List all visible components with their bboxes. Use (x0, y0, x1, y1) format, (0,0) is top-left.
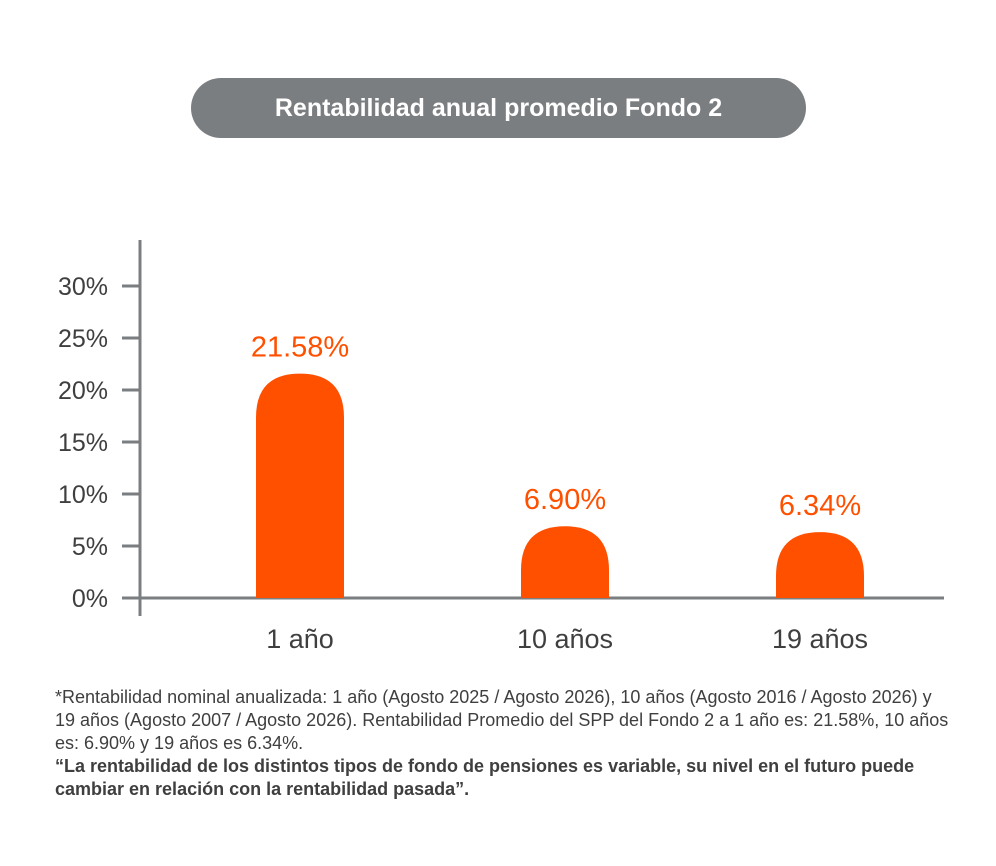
bar-value-label: 6.34% (779, 490, 861, 522)
bar-chart: 0% 5% 10% 15% 20% 25% 30% 21.58% 1 año 6.90% 10 añ… (58, 240, 944, 654)
x-tick-label: 19 años (772, 624, 868, 654)
y-tick-label: 15% (58, 429, 108, 457)
y-tick-label: 30% (58, 273, 108, 301)
bar-value-label: 6.90% (524, 484, 606, 516)
bar-value-label: 21.58% (251, 332, 349, 364)
y-tick-label: 10% (58, 481, 108, 509)
x-tick-label: 10 años (517, 624, 613, 654)
bar (256, 373, 344, 598)
chart-title: Rentabilidad anual promedio Fondo 2 (191, 78, 806, 138)
bar (776, 532, 864, 598)
y-tick-label: 25% (58, 325, 108, 353)
bar (521, 526, 609, 598)
footnote: *Rentabilidad nominal anualizada: 1 año … (55, 686, 950, 801)
x-tick-label: 1 año (266, 624, 334, 654)
footnote-text: *Rentabilidad nominal anualizada: 1 año … (55, 687, 949, 753)
y-tick-label: 5% (72, 533, 108, 561)
y-tick-label: 20% (58, 377, 108, 405)
y-tick-label: 0% (72, 585, 108, 613)
footnote-quote: “La rentabilidad de los distintos tipos … (55, 756, 915, 799)
